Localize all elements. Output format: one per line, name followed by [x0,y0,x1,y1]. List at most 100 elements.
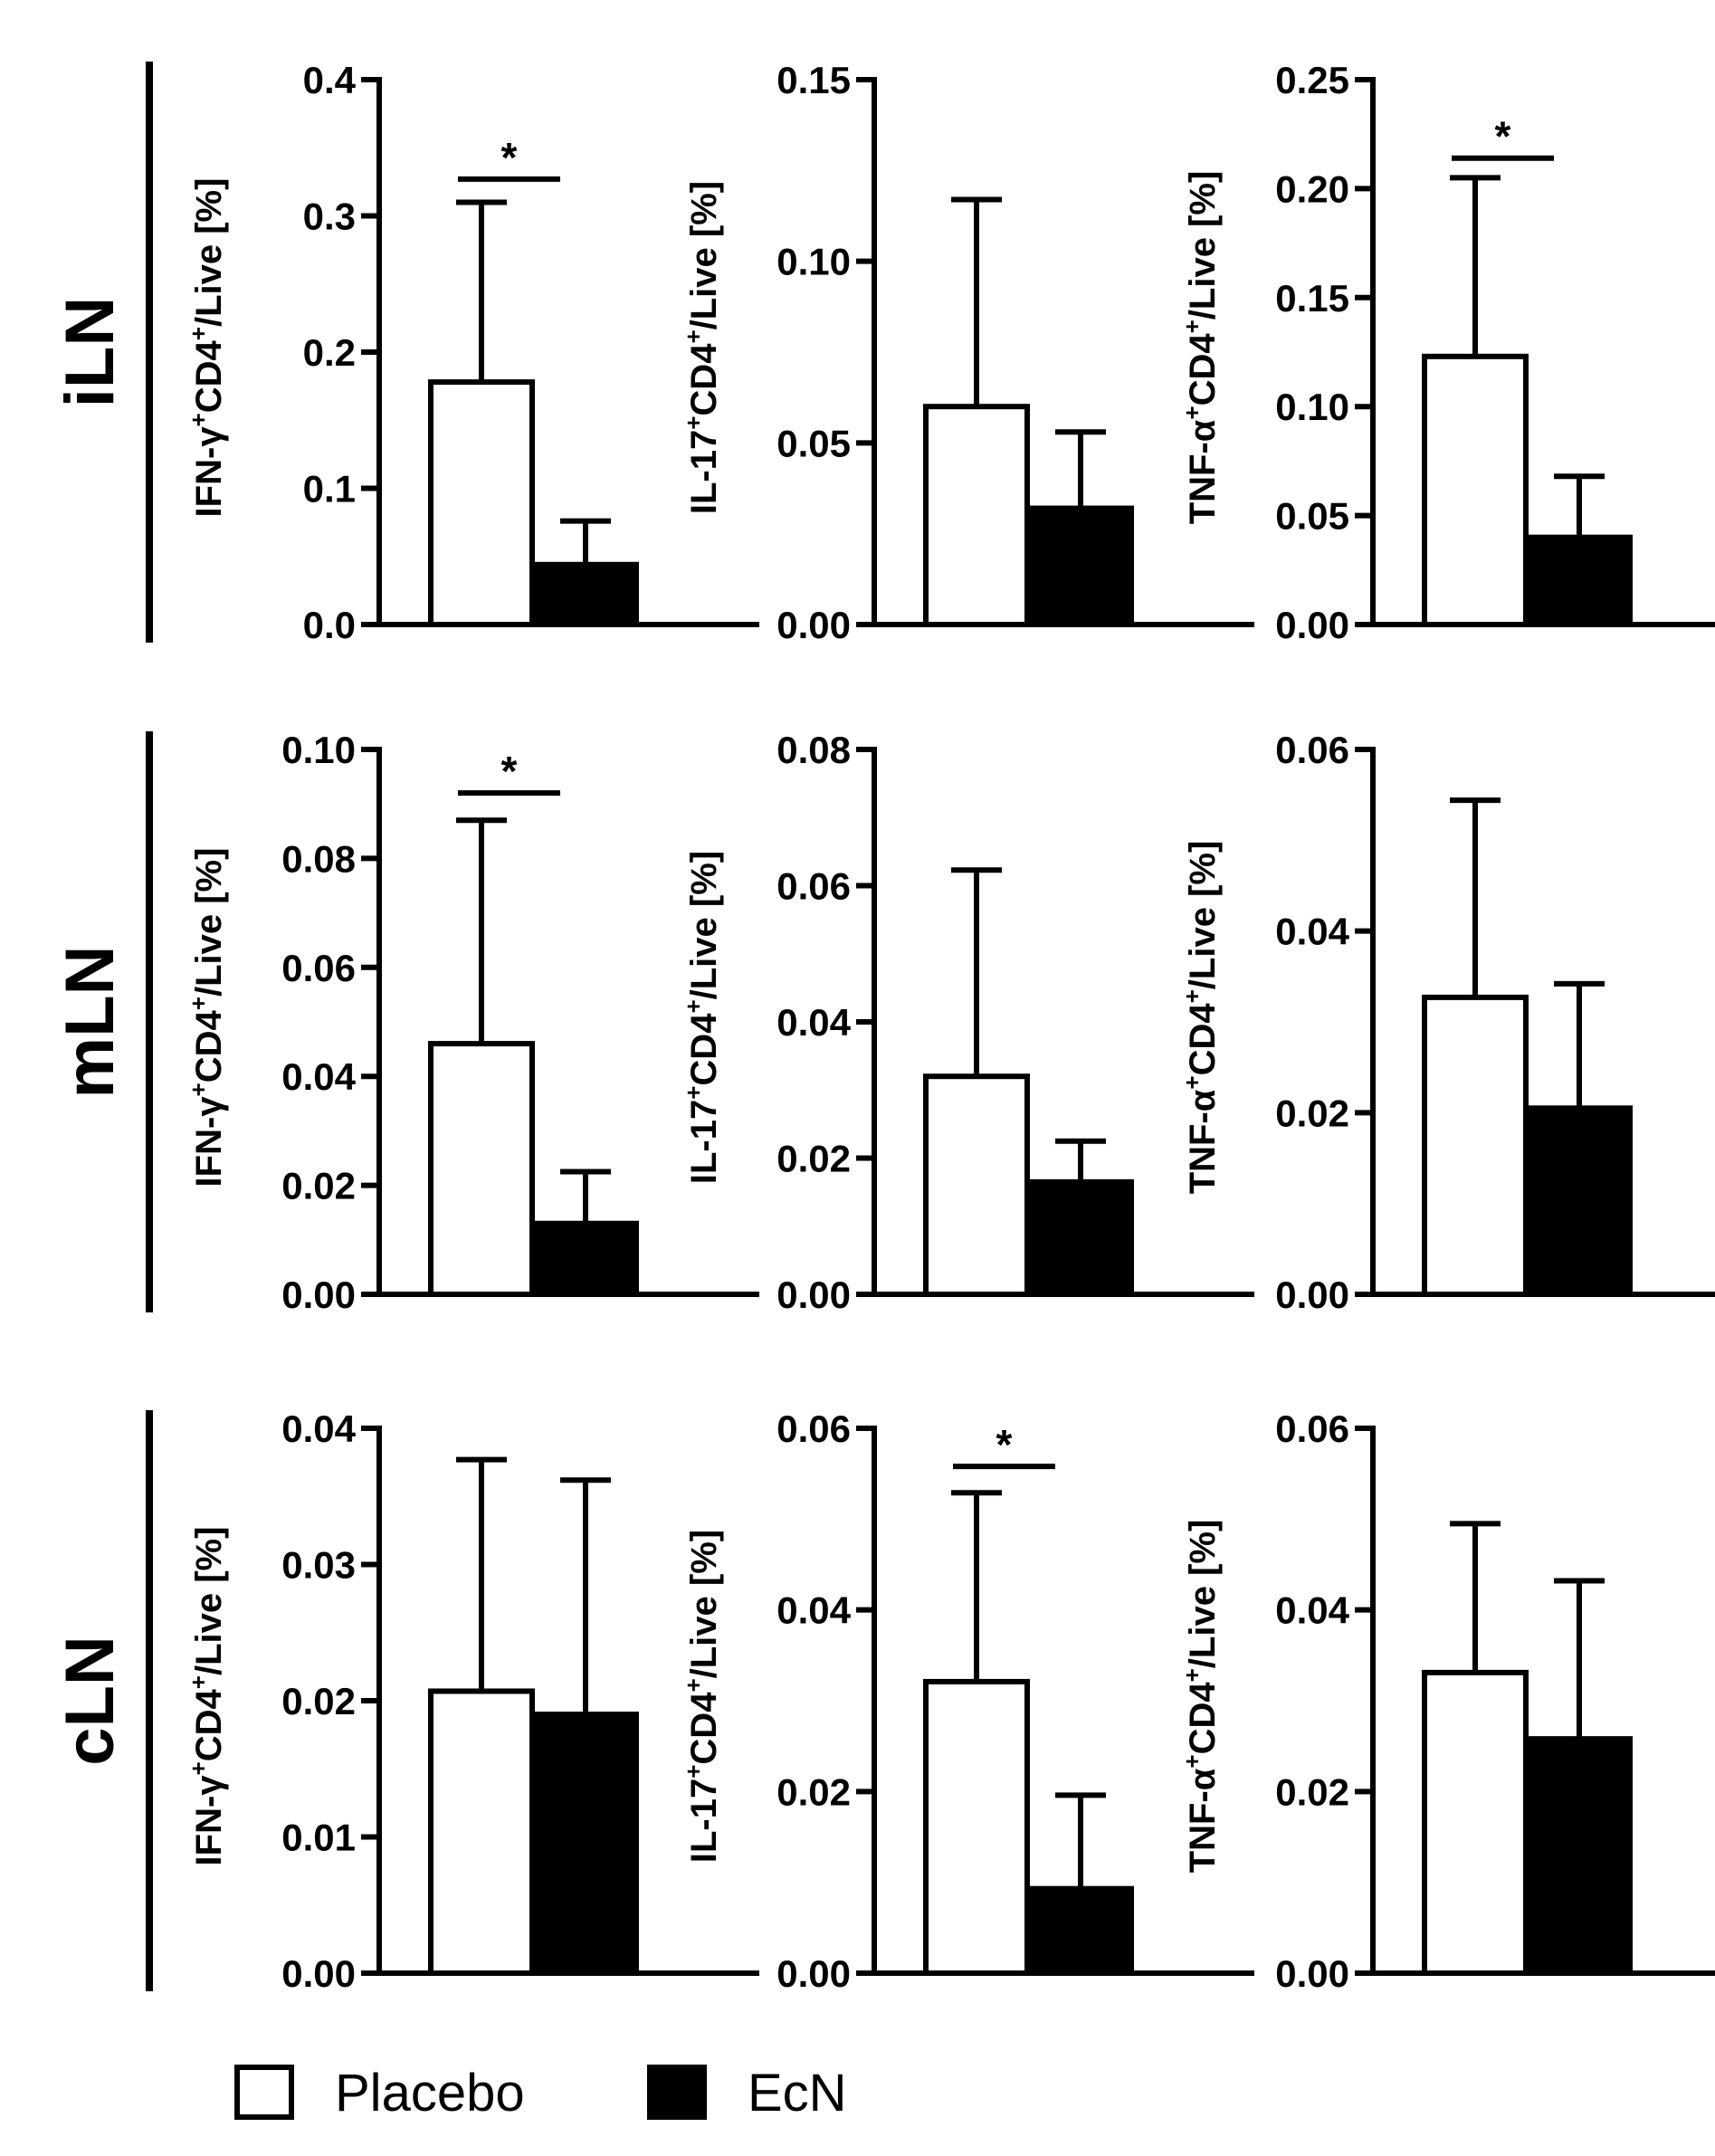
bar-EcN [1027,1885,1134,1976]
y-tick-label: 0.10 [281,729,356,771]
bar-EcN [1526,534,1633,627]
y-tick-label: 0.02 [1275,1770,1349,1813]
y-axis-label-sup: + [185,327,212,340]
legend-label-EcN: EcN [748,2064,847,2123]
y-tick-label: 0.00 [1275,604,1349,646]
bar-EcN [1526,1105,1633,1297]
y-tick-label: 0.08 [777,729,851,771]
y-tick-label: 0.06 [1275,1407,1349,1450]
y-tick-label: 0.06 [777,865,851,908]
y-tick-label: 0.2 [303,331,356,374]
y-axis-label-sup: + [1178,1075,1205,1089]
y-axis-label-part: /Live [%] [189,178,229,327]
y-tick-label: 0.00 [1275,1274,1349,1316]
y-tick-label: 0.01 [281,1817,356,1859]
bar-Placebo [923,404,1030,628]
y-tick-label: 0.04 [1275,911,1349,953]
panel-iLN-TNF-α: 0.000.050.100.150.200.25TNF-α+CD4+/Live … [1178,59,1715,646]
y-axis-label-part: /Live [%] [189,848,229,997]
bar-Placebo [923,1678,1030,1977]
y-axis-label-part: CD4 [1183,1003,1223,1076]
y-tick-label: 0.02 [281,1165,356,1207]
y-axis-label-sup: + [1178,405,1205,419]
y-axis-label: IL-17+CD4+/Live [%] [680,851,724,1184]
y-tick-label: 0.00 [281,1274,356,1316]
significance-star: * [996,1421,1013,1468]
bar-EcN [1027,1178,1134,1298]
y-tick-label: 0.06 [281,947,356,989]
y-axis-label-part: IFN-γ [189,1096,229,1188]
y-tick-label: 0.06 [777,1407,851,1450]
y-axis-label-part: IL-17 [684,1100,724,1184]
significance-star: * [501,748,518,795]
y-tick-label: 0.04 [777,1589,851,1632]
y-axis-label-part: /Live [%] [1183,1520,1223,1668]
bar-Placebo [428,1688,535,1976]
y-axis-label-sup: + [680,1765,707,1779]
y-tick-label: 0.00 [1275,1952,1349,1995]
y-axis-label-sup: + [185,1675,212,1689]
legend-swatch-Placebo [234,2065,294,2120]
y-axis-label-sup: + [680,1678,707,1692]
y-axis-label-part: /Live [%] [684,181,724,329]
y-tick-label: 0.20 [1275,167,1349,210]
panel-mLN-IFN-γ: 0.000.020.040.060.080.10IFN-γ+CD4+/Live … [185,729,759,1316]
y-axis-label-part: TNF-α [1183,1768,1223,1873]
y-tick-label: 0.05 [777,422,851,464]
bar-Placebo [923,1073,1030,1297]
y-axis-label-sup: + [185,1083,212,1096]
y-tick-label: 0.02 [777,1770,851,1813]
y-tick-label: 0.4 [303,59,357,101]
y-tick-label: 0.15 [1275,277,1349,320]
y-axis-label-part: CD4 [684,343,724,416]
bar-Placebo [1422,353,1529,627]
y-axis-label-sup: + [680,416,707,430]
y-tick-label: 0.08 [281,837,356,880]
y-axis-label-part: IFN-γ [189,426,229,518]
bar-Placebo [1422,994,1529,1298]
bar-Placebo [428,379,535,627]
y-axis-label-sup: + [1178,320,1205,333]
y-axis-label-part: TNF-α [1183,1089,1223,1194]
y-axis-label-part: CD4 [1183,1682,1223,1755]
y-axis-label-part: IFN-γ [189,1775,229,1866]
y-axis-label-part: /Live [%] [1183,171,1223,320]
bar-EcN [1526,1736,1633,1976]
y-axis-label-part: CD4 [1183,333,1223,406]
legend-label-Placebo: Placebo [335,2064,525,2123]
y-axis-label-part: /Live [%] [1183,841,1223,989]
significance-star: * [1495,113,1511,160]
row-mLN: mLN0.000.020.040.060.080.10IFN-γ+CD4+/Li… [52,729,1715,1316]
bar-EcN [532,561,639,628]
row-label: cLN [52,1636,129,1766]
y-tick-label: 0.04 [1275,1589,1349,1632]
legend: Placebo EcN [234,2064,847,2123]
y-axis-label: IL-17+CD4+/Live [%] [680,181,724,514]
y-tick-label: 0.04 [281,1055,356,1098]
y-axis-label-part: TNF-α [1183,419,1223,524]
bar-EcN [532,1712,639,1977]
y-tick-label: 0.1 [303,468,356,510]
y-axis-label-sup: + [1178,1668,1205,1682]
y-tick-label: 0.06 [1275,729,1349,771]
y-axis-label-part: IL-17 [684,1779,724,1863]
y-tick-label: 0.00 [281,1952,356,1995]
y-axis-label-sup: + [185,413,212,426]
y-axis-label-part: CD4 [189,1009,229,1083]
bar-Placebo [428,1041,535,1297]
y-tick-label: 0.04 [777,1001,851,1044]
y-tick-label: 0.15 [777,59,851,101]
y-tick-label: 0.00 [777,1274,851,1316]
y-tick-label: 0.04 [281,1407,356,1450]
y-tick-label: 0.0 [303,604,356,646]
y-axis-label-sup: + [185,997,212,1010]
row-label: mLN [52,946,129,1099]
y-tick-label: 0.02 [1275,1092,1349,1134]
